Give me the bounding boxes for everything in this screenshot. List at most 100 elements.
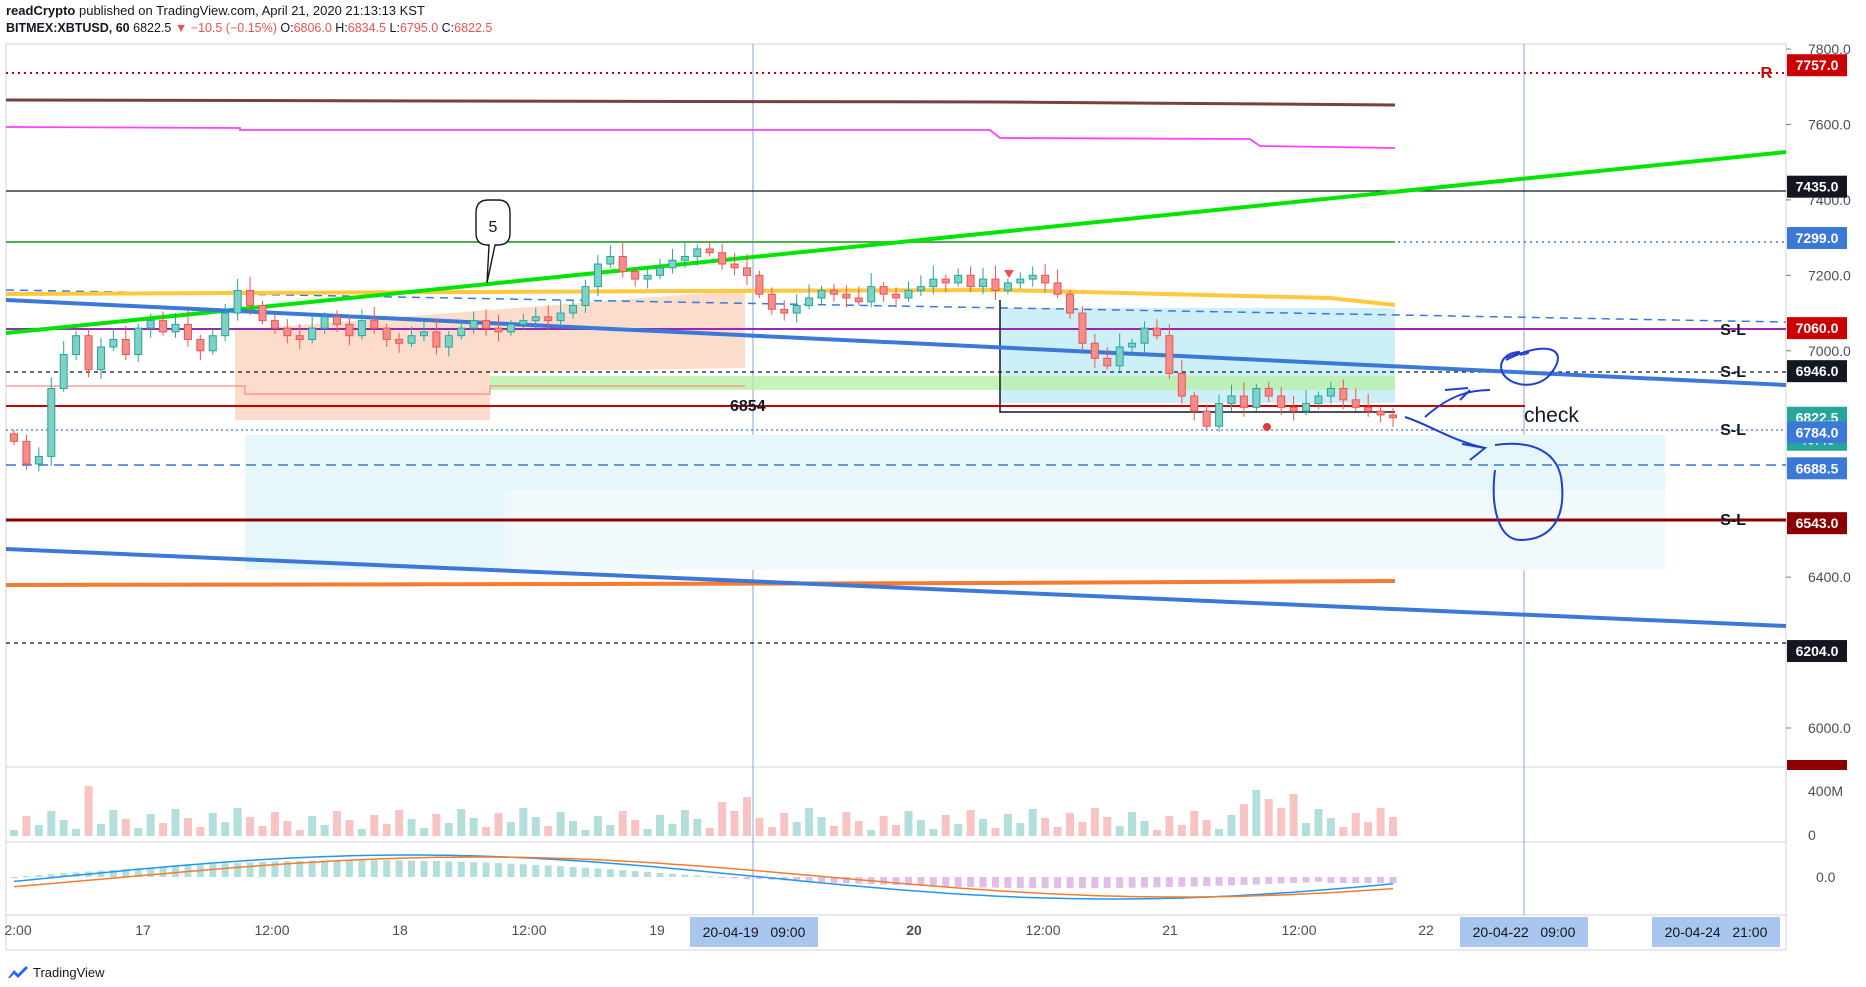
candle-body[interactable] [1364, 406, 1373, 412]
candle-body[interactable] [1128, 342, 1137, 348]
candle-body[interactable] [457, 327, 466, 337]
candle-body[interactable] [519, 320, 528, 325]
candle-body[interactable] [792, 305, 801, 314]
candle-body[interactable] [705, 248, 714, 254]
candle-body[interactable] [1351, 399, 1360, 408]
candle-body[interactable] [1277, 395, 1286, 408]
candle-body[interactable] [357, 320, 366, 337]
candle-body[interactable] [1028, 274, 1037, 280]
candlestick-series[interactable] [10, 242, 1397, 472]
candle-body[interactable] [817, 289, 826, 299]
wave-callout[interactable] [475, 199, 511, 284]
candle-body[interactable] [134, 327, 143, 356]
candle-body[interactable] [146, 320, 155, 329]
candle-body[interactable] [805, 297, 814, 307]
candle-body[interactable] [1165, 335, 1174, 374]
candle-body[interactable] [544, 316, 553, 322]
candle-body[interactable] [34, 455, 43, 465]
candle-body[interactable] [1190, 395, 1199, 412]
candle-body[interactable] [892, 293, 901, 299]
candle-body[interactable] [979, 278, 988, 288]
candle-body[interactable] [506, 323, 515, 333]
candle-body[interactable] [767, 293, 776, 310]
candle-body[interactable] [680, 255, 689, 261]
tradingview-brand[interactable]: TradingView [8, 962, 105, 982]
candle-body[interactable] [233, 289, 242, 314]
candle-body[interactable] [59, 354, 68, 389]
candle-body[interactable] [656, 267, 665, 276]
candle-body[interactable] [1264, 388, 1273, 397]
candle-body[interactable] [606, 255, 615, 265]
candle-body[interactable] [1177, 372, 1186, 397]
candle-body[interactable] [320, 316, 329, 329]
candle-body[interactable] [1227, 395, 1236, 405]
candle-body[interactable] [556, 312, 565, 322]
candle-body[interactable] [270, 320, 279, 329]
candle-body[interactable] [569, 305, 578, 314]
candle-body[interactable] [1339, 388, 1348, 401]
candle-body[interactable] [867, 286, 876, 303]
candle-body[interactable] [581, 286, 590, 307]
price-axis[interactable]: 7800.07600.07400.07200.07000.06400.06000… [1786, 41, 1851, 736]
candle-body[interactable] [96, 346, 105, 371]
candle-body[interactable] [1152, 327, 1161, 337]
candle-body[interactable] [432, 331, 441, 348]
candle-body[interactable] [842, 293, 851, 299]
candle-body[interactable] [879, 286, 888, 295]
candle-body[interactable] [1289, 406, 1298, 412]
candle-body[interactable] [1078, 312, 1087, 344]
candle-body[interactable] [221, 312, 230, 337]
candle-body[interactable] [1326, 388, 1335, 397]
candle-body[interactable] [395, 338, 404, 344]
candle-body[interactable] [929, 278, 938, 288]
candle-body[interactable] [444, 335, 453, 348]
candle-body[interactable] [419, 331, 428, 337]
candle-body[interactable] [208, 335, 217, 352]
candle-body[interactable] [1140, 327, 1149, 344]
candle-body[interactable] [159, 320, 168, 333]
candle-body[interactable] [631, 271, 640, 280]
author-name[interactable]: readCrypto [6, 3, 76, 18]
candle-body[interactable] [991, 278, 1000, 291]
candle-body[interactable] [1115, 346, 1124, 367]
candle-body[interactable] [84, 335, 93, 371]
candle-body[interactable] [407, 335, 416, 344]
candle-body[interactable] [109, 338, 118, 348]
candle-body[interactable] [1302, 403, 1311, 412]
candle-body[interactable] [72, 335, 81, 356]
candle-body[interactable] [196, 338, 205, 352]
candle-body[interactable] [755, 274, 764, 295]
candle-body[interactable] [1202, 410, 1211, 427]
candle-body[interactable] [1103, 357, 1112, 367]
candle-body[interactable] [643, 274, 652, 280]
symbol-label[interactable]: BITMEX:XBTUSD, 60 [6, 21, 130, 35]
candle-body[interactable] [742, 267, 751, 276]
time-axis[interactable]: 2:00 17 12:00 18 12:00 19 20 12:00 21 12:00 22 20-0… [4, 917, 1780, 947]
candle-body[interactable] [531, 316, 540, 322]
candle-body[interactable] [308, 327, 317, 340]
candle-body[interactable] [1215, 403, 1224, 427]
candle-body[interactable] [966, 274, 975, 288]
candle-body[interactable] [668, 259, 677, 269]
candle-body[interactable] [171, 323, 180, 333]
candle-body[interactable] [10, 433, 18, 442]
candle-body[interactable] [904, 289, 913, 299]
candle-body[interactable] [22, 440, 31, 465]
candle-body[interactable] [854, 297, 863, 303]
candle-body[interactable] [333, 316, 342, 325]
candle-body[interactable] [1252, 388, 1261, 408]
candle-body[interactable] [916, 286, 925, 291]
candle-body[interactable] [1003, 282, 1012, 291]
candle-body[interactable] [618, 255, 627, 273]
candle-body[interactable] [469, 320, 478, 329]
candle-body[interactable] [941, 278, 950, 284]
candle-body[interactable] [1239, 395, 1248, 408]
candle-body[interactable] [370, 320, 379, 329]
candle-body[interactable] [494, 327, 503, 333]
candle-body[interactable] [1041, 274, 1050, 284]
candle-body[interactable] [730, 263, 739, 269]
candle-body[interactable] [1016, 278, 1025, 284]
candle-body[interactable] [718, 252, 727, 265]
candle-body[interactable] [1389, 414, 1397, 419]
